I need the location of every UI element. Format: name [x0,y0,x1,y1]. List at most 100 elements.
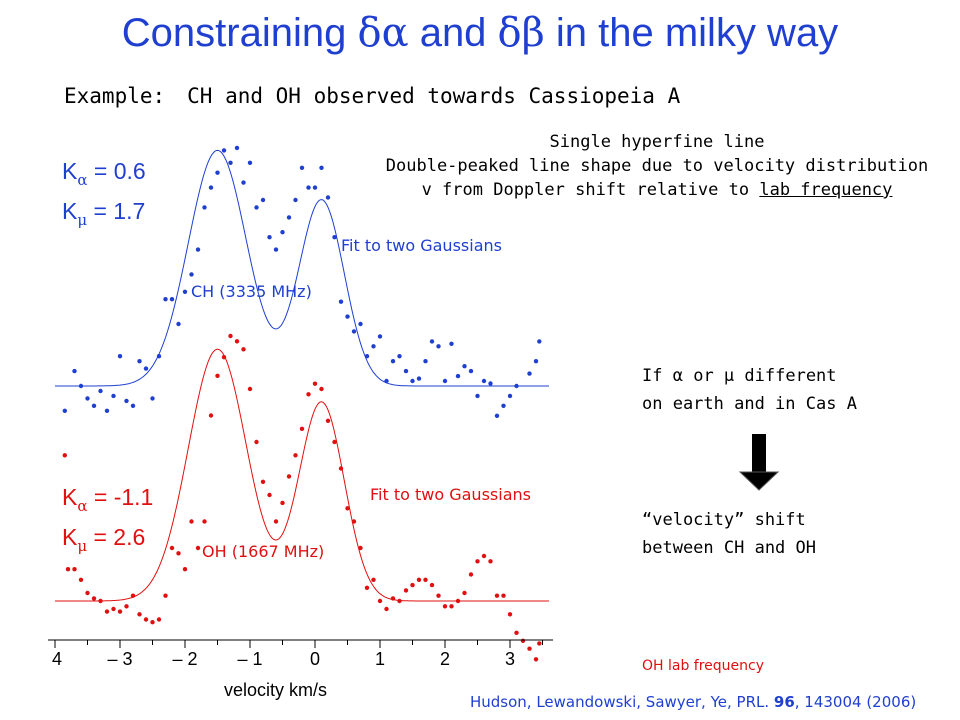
oh-data-point [416,577,422,582]
ch-data-point [202,205,207,210]
ch-data-point [169,297,175,302]
x-tick-label: – 2 [172,649,198,669]
oh-data-point [150,620,155,625]
oh-data-point [228,333,233,339]
oh-data-point [514,630,519,635]
oh-data-point [488,559,493,564]
ch-data-point [176,321,181,327]
oh-data-point [338,466,344,471]
ch-data-point [98,388,103,394]
oh-data-point [403,588,409,593]
oh-data-point [124,604,129,609]
oh-data-point [475,559,480,564]
ch-k-alpha: Kα = 0.6 [62,158,146,189]
oh-data-point [182,567,188,572]
citation-authors: Hudson, Lewandowski, Sawyer, Ye, PRL. [470,693,774,711]
oh-data-point [176,551,181,556]
ch-data-point [364,354,370,359]
ch-data-point [85,396,90,401]
ch-data-point [78,383,84,389]
oh-data-point [533,657,539,662]
oh-fit-label: Fit to two Gaussians [370,485,531,504]
ch-data-point [163,297,168,302]
ch-data-point [267,235,272,240]
k-mu-label: K [62,198,78,224]
oh-data-point [280,500,285,506]
ch-fit-curve [55,149,549,387]
title-delta-beta: δβ [497,10,545,56]
ch-data-point [514,383,519,389]
ch-data-point [397,354,402,359]
if-post: different [734,366,837,386]
ch-data-point [150,396,155,401]
k-mu-value: = 1.7 [93,198,146,224]
lab-frequency-underlined: lab frequency [759,180,893,200]
citation-volume: 96 [773,693,795,711]
ch-data-point [306,185,311,190]
ch-data-point [124,398,129,404]
oh-data-point [247,386,253,392]
arrow-head [738,471,780,491]
oh-data-point [169,545,175,551]
oh-data-point [481,553,487,559]
ch-data-point [455,373,461,379]
hyperfine-line3-text: v from Doppler shift relative to [421,180,760,200]
title-delta-alpha: δα [357,10,409,56]
oh-data-point [384,606,389,612]
ch-k-mu: Kμ = 1.7 [62,198,146,229]
oh-data-point [364,585,370,590]
k-alpha-value: = 0.6 [93,158,146,184]
oh-data-point [351,519,357,524]
k-alpha-label: K [62,158,78,184]
title-mid: and [408,11,498,55]
ch-data-point [117,354,123,359]
slide-title: Constraining δα and δβ in the milky way [0,10,960,56]
oh-data-point [215,373,220,378]
ch-data-point [468,368,474,374]
oh-data-point [345,506,350,511]
ch-data-point [325,195,331,200]
oh-data-point [299,426,305,431]
oh-data-point [293,453,298,458]
oh-data-point [260,479,266,484]
ch-data-point [449,341,454,346]
ch-data-point [234,145,240,151]
x-axis-label: velocity km/s [224,680,328,700]
oh-data-point [241,347,246,352]
example-line: Example: CH and OH observed towards Cassi… [64,84,680,108]
ch-data-point [442,378,448,384]
ch-data-point [221,148,227,153]
ch-data-point [475,393,480,399]
k-alpha-subscript: α [77,171,88,189]
oh-k-alpha: Kα = -1.1 [62,484,153,515]
ch-data-point [312,185,318,190]
oh-data-point [390,596,396,601]
oh-data-point [358,545,363,551]
ch-data-point [208,185,214,190]
ch-data-point [332,235,337,240]
oh-data-point [104,609,110,614]
ch-data-point [241,180,246,185]
oh-data-point [312,381,318,386]
ch-data-point [299,165,305,170]
ch-data-point [91,403,97,408]
ch-data-point [481,378,487,384]
x-tick-label: 4 [52,649,63,669]
k-alpha-label: K [62,484,78,510]
oh-data-point [62,453,67,458]
oh-fit-curve-group [55,348,549,602]
oh-data-point [130,593,136,598]
ch-data-point [319,165,324,170]
ch-data-point [462,364,467,369]
oh-data-point [397,598,402,604]
oh-data-point [273,519,279,524]
ch-data-point [130,403,136,408]
oh-data-point [85,590,90,596]
ch-data-point [280,230,285,235]
ch-data-point [254,205,259,210]
ch-data-point [390,359,396,364]
velocity-shift-block: “velocity” shift between CH and OH [642,506,816,562]
x-tick-label: 2 [439,649,450,669]
ch-data-point [293,197,298,203]
